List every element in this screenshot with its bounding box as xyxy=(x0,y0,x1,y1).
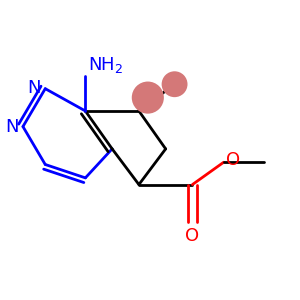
Circle shape xyxy=(132,82,164,114)
Text: O: O xyxy=(226,151,240,169)
Text: O: O xyxy=(185,227,200,245)
Text: N: N xyxy=(27,79,41,97)
Text: NH$_2$: NH$_2$ xyxy=(88,55,123,75)
Text: N: N xyxy=(5,118,19,136)
Circle shape xyxy=(162,71,188,97)
